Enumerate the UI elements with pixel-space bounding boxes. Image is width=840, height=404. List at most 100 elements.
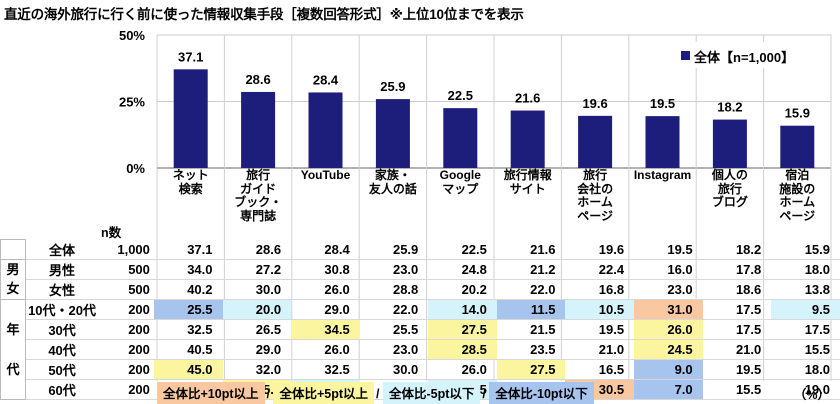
chart-legend: 全体【n=1,000】 <box>670 42 828 68</box>
table-cell: 22.0 <box>497 279 566 299</box>
row-label: 全体 <box>26 240 98 260</box>
row-group: 代 <box>1 359 26 379</box>
legend-swatch <box>681 51 690 60</box>
category-label: 旅行ガイドブック・専門誌 <box>224 169 291 223</box>
legend-plus5: 全体比+5pt以上 <box>273 382 374 404</box>
table-cell: 22.5 <box>428 240 497 260</box>
table-cell: 20.0 <box>223 299 292 319</box>
category-label: ネット検索 <box>157 169 224 196</box>
row-label: 10代・20代 <box>26 299 98 319</box>
table-cell: 25.5 <box>360 319 429 339</box>
bar-value-label: 28.4 <box>313 72 339 87</box>
table-cell: 30.0 <box>223 279 292 299</box>
legend-minus5: 全体比-5pt以下 <box>383 382 480 404</box>
category-label: 旅行情報サイト <box>494 169 561 196</box>
table-cell: 24.8 <box>428 259 497 279</box>
table-cell: 30.8 <box>291 259 360 279</box>
table-cell: 26.0 <box>291 339 360 359</box>
bar <box>174 69 208 168</box>
table-cell: 40.2 <box>154 279 223 299</box>
row-n: 200 <box>98 319 154 339</box>
row-label: 男性 <box>26 259 98 279</box>
table-cell: 32.5 <box>291 359 360 379</box>
row-n: 500 <box>98 279 154 299</box>
table-cell: 24.5 <box>634 339 703 359</box>
bar <box>309 92 343 168</box>
legend-minus10: 全体比-10pt以下 <box>489 382 593 404</box>
table-cell: 23.0 <box>634 279 703 299</box>
table-cell: 31.0 <box>634 299 703 319</box>
row-label: 60代 <box>26 379 98 399</box>
bar-value-label: 21.6 <box>515 91 540 106</box>
bar-value-label: 22.5 <box>448 88 473 103</box>
table-cell: 32.0 <box>223 359 292 379</box>
table-cell: 37.1 <box>154 240 223 260</box>
table-cell: 9.5 <box>771 299 840 319</box>
table-cell: 30.0 <box>360 359 429 379</box>
row-n: 200 <box>98 339 154 359</box>
category-label: 家族・友人の話 <box>359 169 426 196</box>
table-cell: 18.2 <box>703 240 772 260</box>
table-cell: 26.0 <box>634 319 703 339</box>
row-group <box>1 240 26 260</box>
table-cell: 21.0 <box>703 339 772 359</box>
bar-value-label: 25.9 <box>380 79 405 94</box>
table-cell: 22.0 <box>360 299 429 319</box>
row-group <box>1 379 26 399</box>
table-cell: 28.5 <box>428 339 497 359</box>
bar <box>376 99 410 168</box>
table-cell: 40.5 <box>154 339 223 359</box>
table-cell: 21.2 <box>497 259 566 279</box>
row-group <box>1 299 26 319</box>
y-tick-label: 25% <box>119 95 145 110</box>
table-cell: 25.9 <box>360 240 429 260</box>
table-cell: 18.0 <box>771 359 840 379</box>
bar <box>511 111 545 168</box>
table-cell: 10.5 <box>565 299 634 319</box>
table-cell: 20.2 <box>428 279 497 299</box>
table-cell: 23.0 <box>360 259 429 279</box>
row-n: 500 <box>98 259 154 279</box>
highlight-legend: 全体比+10pt以上/ 全体比+5pt以上/ 全体比-5pt以下/ 全体比-10… <box>157 382 596 402</box>
table-cell: 27.5 <box>497 359 566 379</box>
category-label: Instagram <box>629 169 696 183</box>
table-cell: 18.0 <box>771 259 840 279</box>
bar-value-label: 19.5 <box>650 96 675 111</box>
category-label: 旅行会社のホームページ <box>561 169 628 223</box>
bar-value-label: 28.6 <box>245 72 270 87</box>
table-cell: 7.0 <box>634 379 703 399</box>
table-cell: 14.0 <box>428 299 497 319</box>
table-cell: 21.0 <box>565 339 634 359</box>
table-cell: 16.0 <box>634 259 703 279</box>
category-label: 個人の旅行ブログ <box>696 169 763 210</box>
row-label: 50代 <box>26 359 98 379</box>
table-cell: 15.9 <box>771 240 840 260</box>
row-label: 女性 <box>26 279 98 299</box>
bar <box>443 108 477 168</box>
row-group: 女 <box>1 279 26 299</box>
category-label: YouTube <box>292 169 359 183</box>
y-tick-label: 50% <box>119 28 145 43</box>
row-n: 200 <box>98 299 154 319</box>
category-label: 宿泊施設のホームページ <box>764 169 831 223</box>
table-cell: 19.6 <box>565 240 634 260</box>
table-cell: 27.2 <box>223 259 292 279</box>
table-cell: 21.5 <box>497 319 566 339</box>
table-cell: 17.8 <box>703 259 772 279</box>
table-cell: 28.4 <box>291 240 360 260</box>
row-group: 男 <box>1 259 26 279</box>
legend-plus10: 全体比+10pt以上 <box>157 382 265 404</box>
table-cell: 17.5 <box>703 319 772 339</box>
row-label: 40代 <box>26 339 98 359</box>
table-cell: 22.4 <box>565 259 634 279</box>
table-cell: 25.5 <box>154 299 223 319</box>
table-cell: 18.6 <box>703 279 772 299</box>
table-cell: 28.6 <box>223 240 292 260</box>
